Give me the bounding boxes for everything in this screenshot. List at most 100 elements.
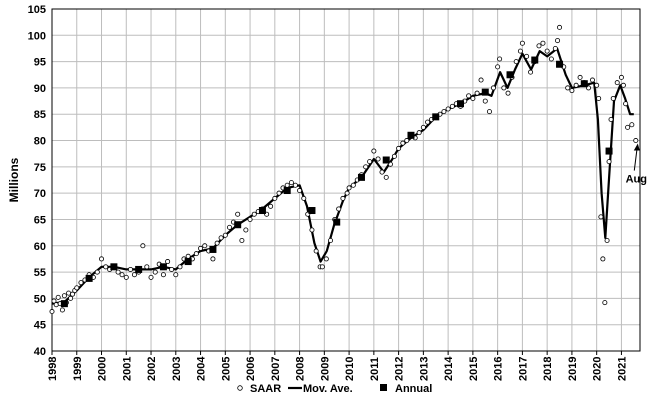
annual-point-4 [159,263,167,271]
axes [51,8,641,355]
saar-point-59 [268,203,274,209]
saar-point-104 [449,103,455,109]
y-axis-label: Millions [7,157,21,202]
saar-point-54 [247,216,253,222]
saar-point-135 [569,88,575,94]
y-tick-90: 90 [34,83,46,95]
saar-point-130 [552,45,558,51]
annual-point-22 [605,147,613,155]
saar-point-34 [165,259,171,265]
series [49,24,639,315]
annual-point-2 [110,263,118,271]
saar-point-136 [573,82,579,88]
saar-point-140 [589,77,595,83]
x-tick-2008: 2008 [295,357,307,381]
saar-point-154 [625,124,631,130]
annual-point-19 [531,56,539,64]
saar-point-79 [346,185,352,191]
annual-point-9 [283,187,291,195]
y-tick-100: 100 [28,30,46,42]
saar-point-45 [210,256,216,262]
x-tick-2017: 2017 [517,357,529,381]
x-tick-2001: 2001 [121,357,133,381]
saar-point-113 [486,109,492,115]
saar-point-132 [557,24,563,30]
saar-point-61 [276,190,282,196]
saar-point-141 [594,82,600,88]
saar-point-12 [74,285,80,291]
annual-point-6 [209,245,217,253]
annual-point-8 [258,207,266,215]
annual-point-17 [481,88,489,96]
saar-point-69 [309,227,315,233]
saar-point-123 [524,53,530,59]
x-tick-2019: 2019 [567,357,579,381]
annotation: Aug [626,143,647,186]
saar-point-3 [55,294,61,300]
saar-point-26 [131,272,137,278]
series-annual [60,56,613,308]
saar-point-98 [425,119,431,125]
saar-point-33 [160,272,166,278]
legend-annual-marker [380,384,387,391]
saar-point-147 [606,159,612,165]
saar-point-84 [367,159,373,165]
x-tick-2003: 2003 [171,357,183,381]
x-tick-2009: 2009 [319,357,331,381]
saar-point-5 [59,307,65,313]
saar-point-110 [474,90,480,96]
x-tick-labels: 1998 1999 2000 2001 2002 2003 2004 2005 2006 2007… [47,356,628,381]
annual-point-20 [556,60,564,68]
saar-point-90 [391,153,397,159]
saar-point-93 [404,138,410,144]
x-tick-2002: 2002 [146,357,158,381]
annual-point-7 [234,221,242,229]
saar-point-86 [375,156,381,162]
x-tick-2018: 2018 [542,357,554,381]
plot-frame [51,8,641,352]
saar-point-36 [173,272,179,278]
saar-point-76 [336,206,342,212]
series-saar [49,24,639,315]
annual-point-12 [357,173,365,181]
saar-point-87 [379,169,385,175]
annual-point-16 [457,100,465,108]
y-tick-50: 50 [34,293,46,305]
saar-point-148 [608,116,614,122]
x-tick-2021: 2021 [616,357,628,381]
saar-point-134 [565,85,571,91]
saar-point-31 [152,269,158,275]
y-tick-65: 65 [34,214,46,226]
annual-point-15 [432,113,440,121]
x-tick-2007: 2007 [270,357,282,381]
annual-point-1 [85,274,93,282]
saar-point-108 [466,93,472,99]
saar-point-55 [251,211,257,217]
annotation-arrow-head [633,143,640,151]
saar-point-23 [119,272,125,278]
y-tick-85: 85 [34,109,46,121]
x-tick-2014: 2014 [443,356,455,381]
legend-moving-average-label: Mov. Ave. [303,383,353,395]
saar-point-24 [123,274,129,280]
saar-point-43 [202,243,208,249]
saar-point-85 [371,148,377,154]
annual-point-18 [506,71,514,79]
saar-point-137 [577,74,583,80]
y-tick-55: 55 [34,267,46,279]
saar-point-28 [140,243,146,249]
saar-point-144 [600,256,606,262]
annual-point-5 [184,258,192,266]
saar-point-25 [127,266,133,272]
saar-point-60 [272,195,278,201]
y-tick-labels: 40 45 50 55 60 65 70 75 80 85 90 95 100 105 [28,4,46,358]
y-tick-95: 95 [34,57,46,69]
saar-point-73 [323,256,329,262]
saar-point-70 [313,248,319,254]
annual-point-0 [60,300,68,308]
saar-point-91 [396,145,402,151]
x-tick-2020: 2020 [592,357,604,381]
saar-point-2 [53,302,59,308]
